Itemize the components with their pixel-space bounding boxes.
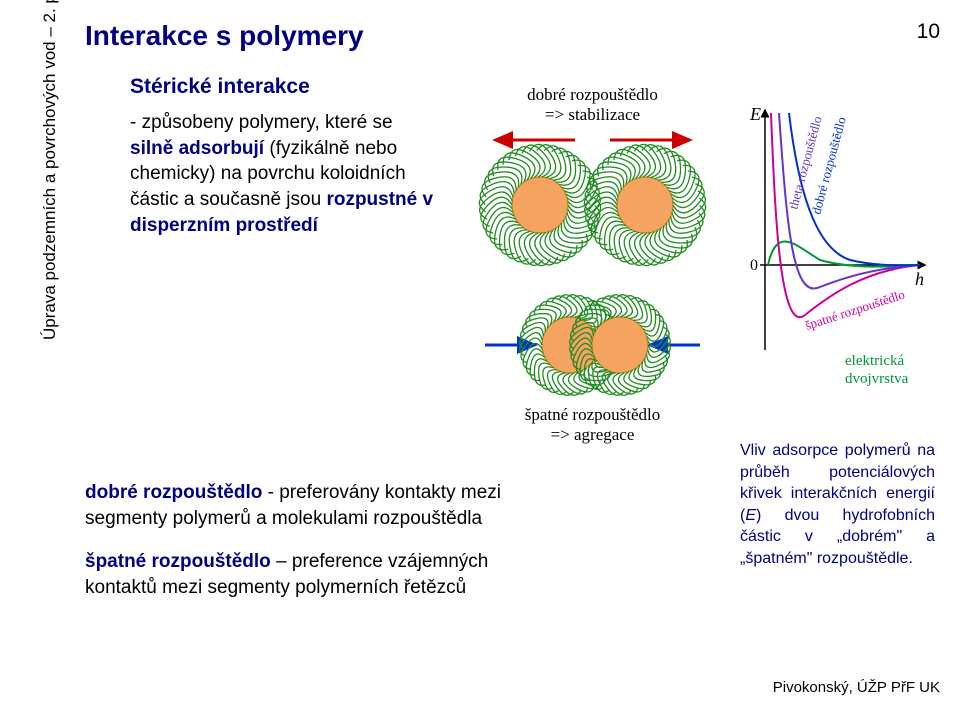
lower-paragraphs: dobré rozpouštědlo - preferovány kontakt…	[85, 480, 530, 601]
right-caption-italic: E	[745, 507, 756, 524]
label-bad: špatné rozpouštědlo	[803, 287, 906, 333]
body-pre: - způsobeny polymery, které se	[130, 112, 393, 133]
lower2-strong: špatné rozpouštědlo	[85, 551, 271, 572]
label-el-l1: elektrická	[845, 353, 904, 369]
right-caption: Vliv adsorpce polymerů na průběh potenci…	[740, 440, 935, 570]
body-strong1: silně adsorbují	[130, 138, 264, 159]
label-el-l2: dvojvrstva	[845, 371, 909, 387]
body-paragraph: - způsobeny polymery, které se silně ads…	[130, 110, 440, 238]
footer: Pivokonský, ÚŽP PřF UK	[773, 679, 940, 696]
right-figure: 0 E h theta rozpouštědlo dobré rozpouště…	[735, 95, 935, 395]
right-svg: 0 E h theta rozpouštědlo dobré rozpouště…	[735, 95, 935, 395]
lower1-strong: dobré rozpouštědlo	[85, 482, 262, 503]
center-top-line1: dobré rozpouštědlo	[527, 85, 658, 104]
center-fig-top-label: dobré rozpouštědlo => stabilizace	[460, 85, 725, 125]
axis-e: E	[749, 104, 761, 124]
center-fig-bottom-label: špatné rozpouštědlo => agregace	[460, 405, 725, 445]
lecture-label: Úprava podzemních a povrchových vod – 2.…	[40, 0, 60, 340]
subtitle: Stérické interakce	[130, 75, 310, 99]
axis-h: h	[915, 269, 924, 289]
page-title: Interakce s polymery	[85, 20, 364, 52]
page-number: 10	[917, 20, 940, 44]
center-figure: dobré rozpouštědlo => stabilizace špatné…	[460, 85, 725, 465]
center-top-line2: => stabilizace	[545, 105, 640, 124]
center-bottom-line2: => agregace	[551, 425, 635, 444]
center-bottom-line1: špatné rozpouštědlo	[525, 405, 661, 424]
axis-zero: 0	[750, 257, 758, 274]
right-caption-l2: ) dvou hydrofobních částic v „dobrém" a …	[740, 507, 935, 567]
